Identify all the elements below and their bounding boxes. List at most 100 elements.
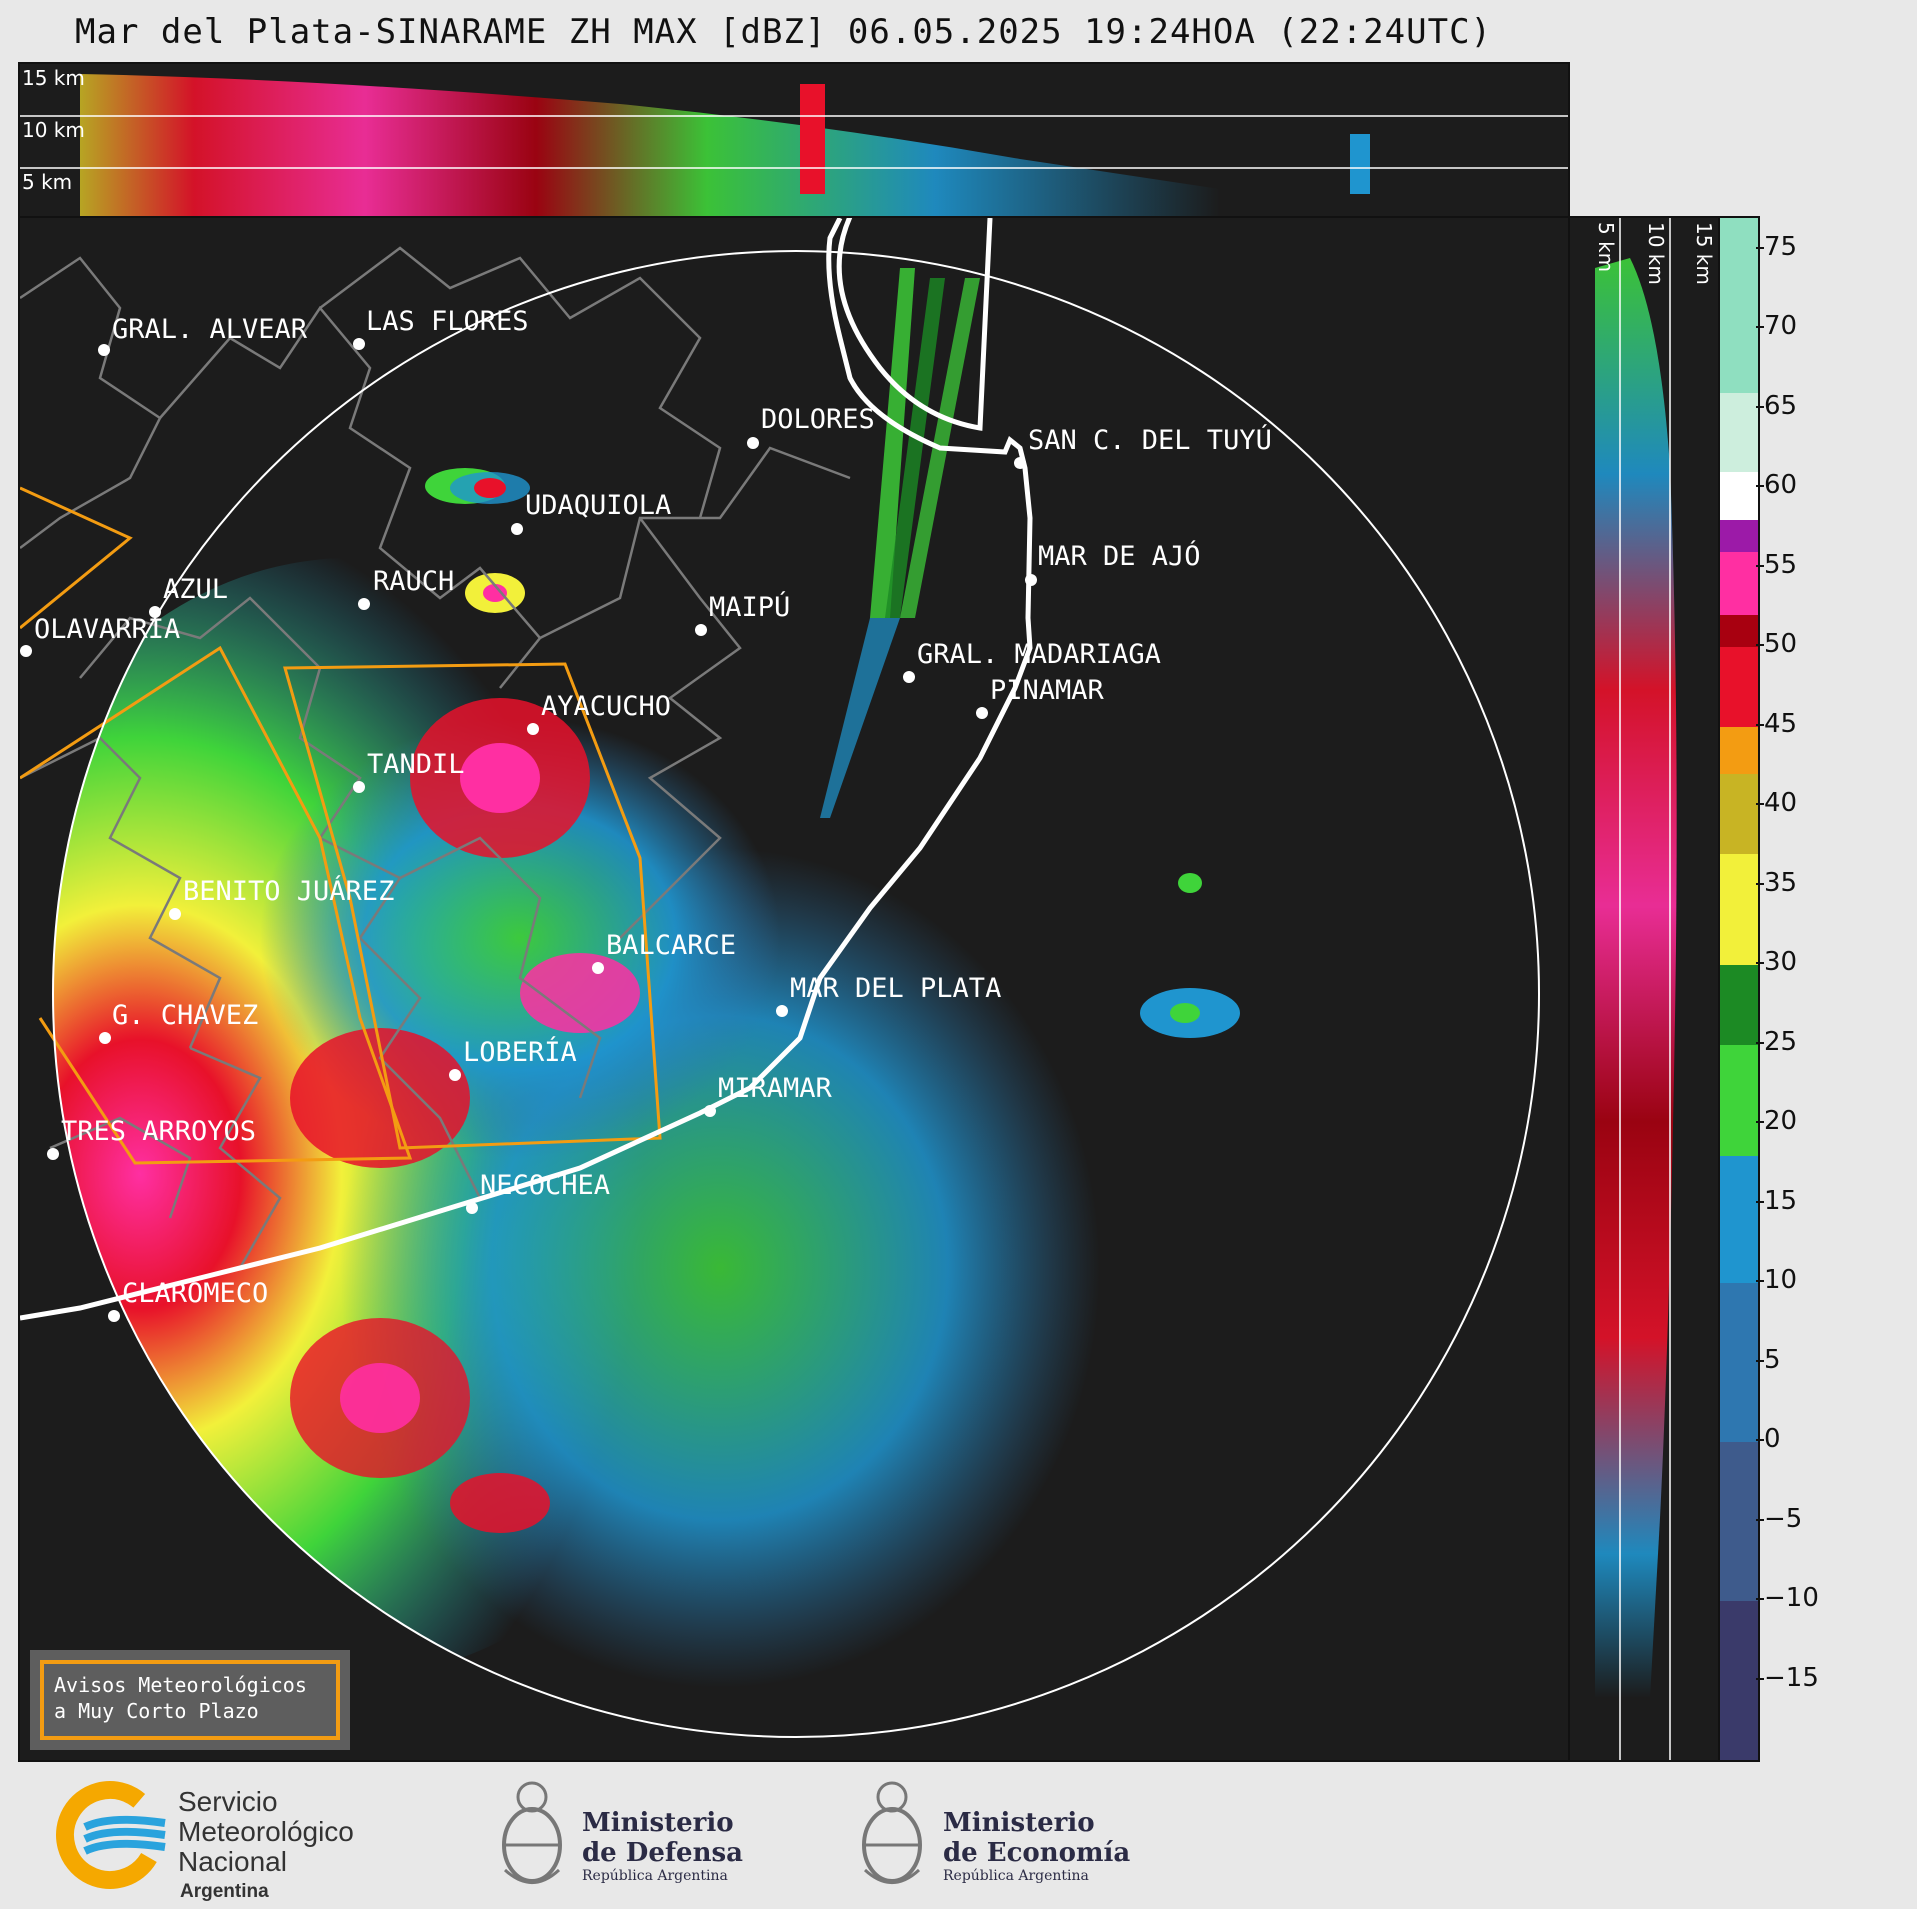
city-label-g-chavez: G. CHAVEZ xyxy=(112,1000,259,1031)
city-dot-udaquiola xyxy=(511,523,523,535)
smn-country: Argentina xyxy=(180,1881,269,1902)
county-borders xyxy=(20,246,851,1269)
side-height-label-10: 10 km xyxy=(1644,222,1668,285)
city-dot-loberia xyxy=(449,1069,461,1081)
economia-line2: de Economía xyxy=(943,1838,1131,1868)
city-label-azul: AZUL xyxy=(163,574,229,605)
city-dot-ayacucho xyxy=(527,723,539,735)
colorbar-segment xyxy=(1720,726,1758,775)
city-dot-tandil xyxy=(353,781,365,793)
radar-map[interactable]: GRAL. ALVEAR LAS FLORES DOLORES SAN C. D… xyxy=(18,216,1570,1762)
city-dot-dolores xyxy=(747,437,759,449)
city-label-benito-juarez: BENITO JUÁREZ xyxy=(183,876,395,907)
colorbar-tick-label: −10 xyxy=(1756,1583,1819,1614)
colorbar-segment xyxy=(1720,774,1758,854)
colorbar-tick-label: 70 xyxy=(1755,311,1798,342)
city-label-balcarce: BALCARCE xyxy=(606,930,737,961)
colorbar-tick-label: 45 xyxy=(1755,708,1798,739)
colorbar-tick-label: 15 xyxy=(1755,1185,1798,1216)
city-label-san-c-del-tuyu: SAN C. DEL TUYÚ xyxy=(1028,425,1272,456)
alert-polygons[interactable] xyxy=(20,486,662,1165)
colorbar-tick-label: 75 xyxy=(1755,231,1798,262)
city-label-rauch: RAUCH xyxy=(373,566,455,597)
warning-legend: Avisos Meteorológicos a Muy Corto Plazo xyxy=(30,1650,350,1750)
smn-line3: Nacional xyxy=(178,1846,287,1877)
colorbar-tick-label: 25 xyxy=(1755,1026,1798,1057)
city-label-mar-del-plata: MAR DEL PLATA xyxy=(790,973,1002,1004)
city-dot-olavarria xyxy=(20,645,32,657)
top-height-label-5: 5 km xyxy=(22,170,73,194)
colorbar-tick-label: 20 xyxy=(1755,1106,1798,1137)
colorbar-tick-label: 65 xyxy=(1755,390,1798,421)
city-label-ayacucho: AYACUCHO xyxy=(541,691,672,722)
colorbar-segment xyxy=(1720,647,1758,727)
colorbar-tick-label: 60 xyxy=(1755,470,1798,501)
coastline xyxy=(20,218,1033,1321)
city-dot-gral-alvear xyxy=(98,344,110,356)
city-dot-mar-de-ajo xyxy=(1025,574,1037,586)
city-dot-mar-del-plata xyxy=(776,1005,788,1017)
smn-name: Servicio Meteorológico Nacional Argentin… xyxy=(178,1787,354,1907)
colorbar-segment xyxy=(1720,472,1758,521)
page-title: Mar del Plata-SINARAME ZH MAX [dBZ] 06.0… xyxy=(75,12,1493,52)
economia-name: Ministerio de Economía República Argenti… xyxy=(943,1808,1130,1884)
city-dot-maipu xyxy=(695,624,707,636)
city-label-las-flores: LAS FLORES xyxy=(366,306,529,337)
warning-legend-box: Avisos Meteorológicos a Muy Corto Plazo xyxy=(40,1660,340,1740)
colorbar-tick-label: 40 xyxy=(1755,788,1798,819)
defensa-seal-icon xyxy=(502,1781,562,1884)
colorbar-tick-label: 30 xyxy=(1755,947,1798,978)
radar-map-svg xyxy=(20,218,1540,1738)
city-label-necochea: NECOCHEA xyxy=(480,1170,611,1201)
colorbar-tick-label: 10 xyxy=(1755,1265,1798,1296)
economia-sub: República Argentina xyxy=(943,1868,1089,1884)
range-ring xyxy=(52,250,1540,1738)
city-dot-pinamar xyxy=(976,707,988,719)
city-label-tandil: TANDIL xyxy=(367,749,465,780)
colorbar-segment xyxy=(1720,1044,1758,1156)
city-dot-las-flores xyxy=(353,338,365,350)
top-cross-section-echo xyxy=(20,74,1568,216)
colorbar-segment xyxy=(1720,965,1758,1045)
colorbar-tick-label: −5 xyxy=(1755,1503,1803,1534)
city-dot-rauch xyxy=(358,598,370,610)
side-height-label-5: 5 km xyxy=(1594,222,1618,273)
colorbar-tick-label: 55 xyxy=(1755,549,1798,580)
city-dot-g-chavez xyxy=(99,1032,111,1044)
colorbar-segment xyxy=(1720,615,1758,648)
smn-line2: Meteorológico xyxy=(178,1816,354,1847)
top-height-label-15: 15 km xyxy=(22,66,85,90)
defensa-name: Ministerio de Defensa República Argentin… xyxy=(582,1808,743,1884)
defensa-line2: de Defensa xyxy=(582,1838,743,1868)
colorbar-segment xyxy=(1720,1155,1758,1284)
colorbar-segment xyxy=(1720,520,1758,552)
city-dot-miramar xyxy=(704,1105,716,1117)
colorbar-segment xyxy=(1720,551,1758,616)
colorbar-segment xyxy=(1720,1601,1758,1760)
city-label-olavarria: OLAVARRÍA xyxy=(34,614,181,645)
defensa-sub: República Argentina xyxy=(582,1868,728,1884)
city-label-dolores: DOLORES xyxy=(761,404,875,435)
city-label-udaquiola: UDAQUIOLA xyxy=(525,490,672,521)
city-dot-benito-juarez xyxy=(169,908,181,920)
smn-logo-icon xyxy=(56,1781,166,1889)
economia-line1: Ministerio xyxy=(943,1808,1095,1838)
colorbar-tick-label: 5 xyxy=(1756,1344,1781,1375)
warning-legend-line2: a Muy Corto Plazo xyxy=(54,1699,259,1723)
city-label-maipu: MAIPÚ xyxy=(709,592,791,623)
colorbar-segment xyxy=(1720,853,1758,966)
city-dot-balcarce xyxy=(592,962,604,974)
top-cross-section: 15 km 10 km 5 km xyxy=(18,62,1570,218)
colorbar-tick-label: 35 xyxy=(1755,867,1798,898)
side-cross-section-echo xyxy=(1595,218,1677,1760)
side-cross-section: 5 km 10 km 15 km xyxy=(1568,216,1720,1762)
city-label-miramar: MIRAMAR xyxy=(718,1073,832,1104)
side-height-label-15: 15 km xyxy=(1692,222,1716,285)
colorbar-segment xyxy=(1720,1283,1758,1443)
city-label-gral-madariaga: GRAL. MADARIAGA xyxy=(917,639,1161,670)
defensa-line1: Ministerio xyxy=(582,1808,734,1838)
precip-echo xyxy=(53,268,1240,1688)
colorbar-tick-label: 50 xyxy=(1755,629,1798,660)
city-dot-azul xyxy=(149,606,161,618)
colorbar-tick-label: −15 xyxy=(1756,1662,1819,1693)
